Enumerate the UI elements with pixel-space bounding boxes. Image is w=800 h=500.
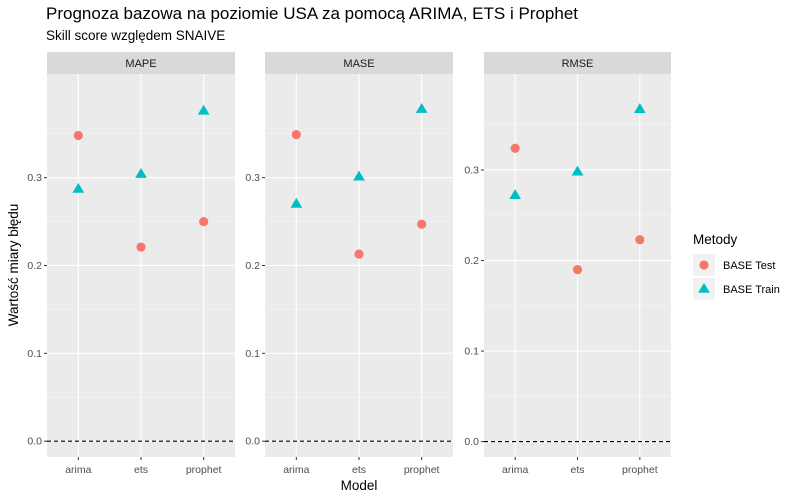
legend-label: BASE Train (723, 284, 780, 296)
data-point-base-train (197, 104, 210, 115)
data-point-base-train (415, 102, 428, 113)
y-tick-label: 0.2 (27, 260, 42, 272)
data-point-base-test (572, 264, 583, 275)
chart-title: Prognoza bazowa na poziomie USA za pomoc… (46, 4, 578, 23)
x-tick-label: ets (352, 464, 366, 476)
y-axis-title: Wartość miary błędu (6, 204, 21, 327)
y-tick-label: 0.2 (464, 255, 479, 267)
y-tick-label: 0.0 (27, 436, 42, 448)
data-point-base-test (354, 249, 364, 259)
x-tick-label: arima (502, 464, 528, 476)
legend-triangle-icon (698, 282, 710, 293)
data-point-base-test (199, 216, 209, 227)
data-point-base-train (72, 182, 85, 193)
legend-label: BASE Test (723, 260, 775, 272)
facet-strip (484, 52, 671, 74)
x-tick-label: ets (570, 464, 584, 476)
y-tick-label: 0.0 (464, 436, 479, 448)
chart-subtitle: Skill score względem SNAIVE (46, 28, 226, 43)
facet-strip (47, 52, 235, 74)
y-tick-label: 0.0 (245, 436, 260, 448)
data-point-base-test (291, 130, 301, 140)
data-point-base-train (509, 189, 522, 200)
x-tick-label: prophet (404, 464, 440, 476)
y-tick-label: 0.3 (464, 164, 479, 176)
data-point-base-test (635, 235, 645, 245)
y-tick-label: 0.3 (27, 172, 42, 184)
data-point-base-train (135, 167, 147, 178)
data-point-base-train (633, 103, 646, 114)
data-point-base-train (571, 165, 584, 176)
data-point-base-test (136, 242, 146, 252)
data-point-base-test (510, 143, 520, 153)
x-tick-label: arima (65, 464, 91, 476)
data-point-base-test (73, 130, 83, 141)
y-tick-label: 0.1 (27, 348, 42, 360)
y-tick-label: 0.1 (464, 346, 479, 358)
y-tick-label: 0.1 (245, 348, 260, 360)
legend-circle-icon (699, 260, 709, 270)
x-tick-label: prophet (622, 464, 658, 476)
legend-title: Metody (693, 232, 738, 247)
data-point-base-train (290, 197, 303, 208)
y-tick-label: 0.3 (245, 172, 260, 184)
facet-strip-label: MASE (343, 58, 374, 70)
x-axis-title: Model (341, 478, 378, 493)
facet-strip-label: MAPE (125, 58, 156, 70)
x-tick-label: ets (134, 464, 148, 476)
x-tick-label: arima (283, 464, 309, 476)
facet-strip-label: RMSE (562, 58, 594, 70)
facet-strip (265, 52, 453, 74)
data-point-base-test (417, 219, 427, 229)
data-point-base-train (353, 170, 365, 181)
y-tick-label: 0.2 (245, 260, 260, 272)
x-tick-label: prophet (186, 464, 222, 476)
